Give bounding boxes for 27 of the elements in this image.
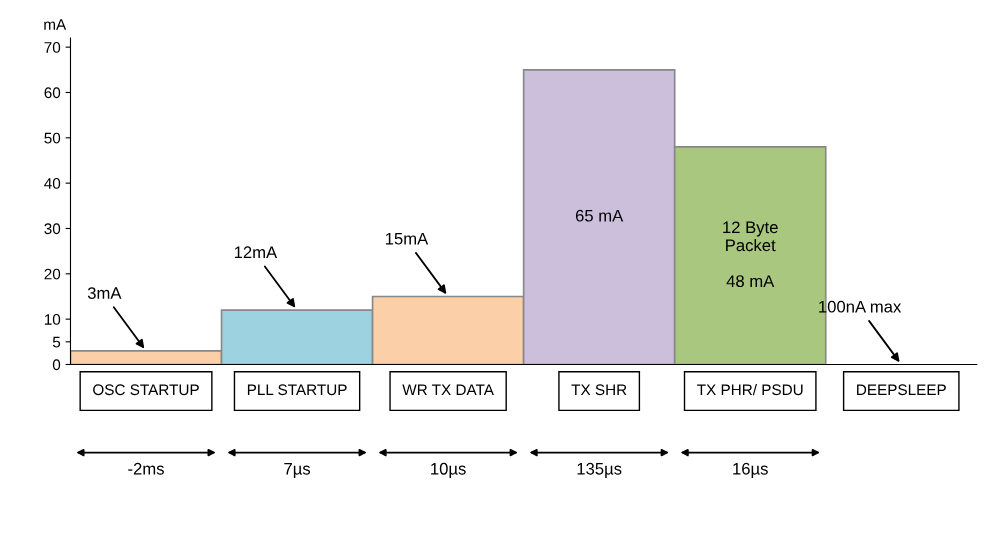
- y-axis-title: mA: [44, 19, 67, 30]
- text: 16µs: [733, 462, 768, 478]
- text: -2ms: [128, 462, 164, 475]
- x-tick-label: PLL STARTUP: [247, 384, 347, 396]
- y-tick-label: 10: [44, 314, 61, 325]
- y-tick-label: 5: [52, 336, 61, 348]
- text: 135µs: [577, 462, 622, 478]
- y-tick-label: 50: [44, 132, 61, 144]
- y-tick-label: 70: [44, 42, 61, 53]
- text: 10µs: [431, 462, 466, 478]
- x-tick-label: OSC STARTUP: [93, 384, 199, 396]
- x-tick-label: DEEPSLEEP: [857, 384, 946, 396]
- y-tick-label: 20: [44, 268, 61, 280]
- x-tick-label: WR TX DATA: [402, 384, 494, 395]
- annotation: 12mA: [234, 246, 278, 259]
- x-tick-label: TX PHR/ PSDU: [697, 383, 803, 396]
- annotation: 100nA max: [819, 300, 902, 313]
- annotation: 3mA: [87, 287, 122, 299]
- annotation: 15mA: [385, 232, 429, 245]
- data-label: 65 mA: [575, 209, 624, 222]
- y-tick-label: 0: [52, 359, 61, 371]
- x-tick-label: TX SHR: [571, 384, 627, 396]
- text: 7µs: [284, 463, 311, 478]
- y-tick-label: 60: [44, 87, 61, 99]
- y-tick-label: 40: [44, 178, 61, 189]
- text: 12 Byte Packet 48 mA: [723, 221, 778, 288]
- y-tick-label: 30: [44, 223, 61, 235]
